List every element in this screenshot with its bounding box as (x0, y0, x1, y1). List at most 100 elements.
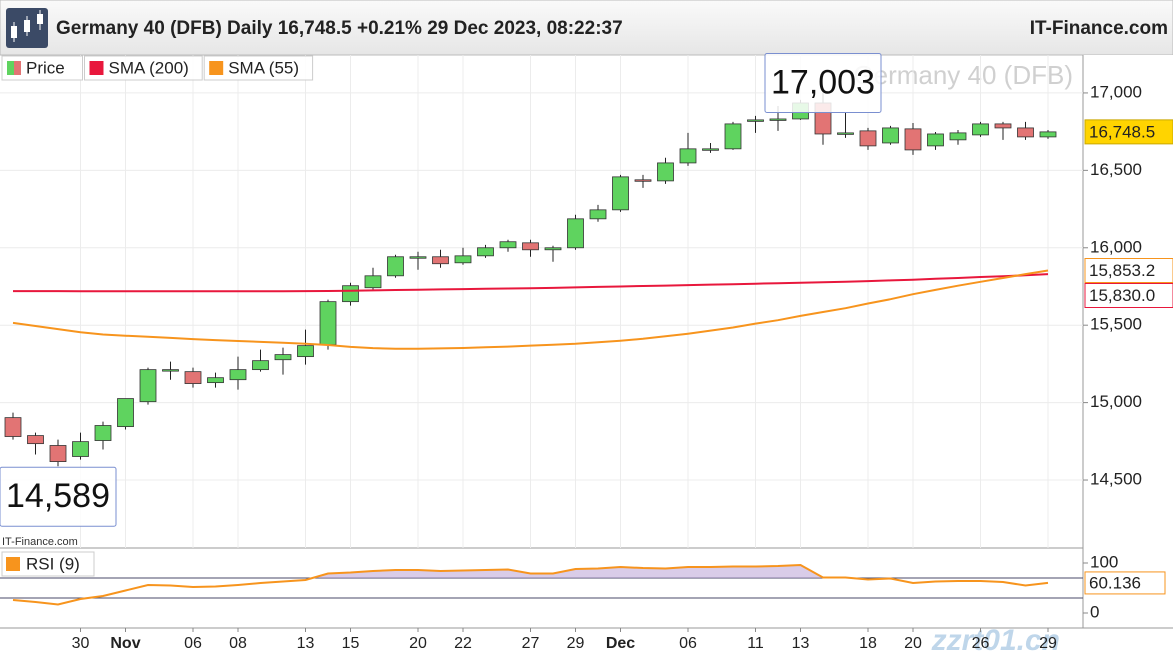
rsi-overbought-area (13, 565, 1048, 578)
candle-body (409, 256, 427, 259)
candle-body (117, 398, 134, 428)
sma-line (13, 273, 1049, 293)
candle-body (567, 218, 584, 249)
x-tick-label: 29 (567, 635, 585, 652)
candle-body (972, 123, 989, 136)
candle-body (342, 285, 359, 303)
x-tick-label: Nov (110, 635, 140, 652)
candle-body (634, 179, 652, 182)
end-label-box (1084, 119, 1173, 145)
legend-swatch (209, 61, 224, 75)
candle-body (432, 256, 449, 265)
candle-body (882, 127, 899, 144)
chart-title: Germany 40 (DFB) Daily 16,748.5 +0.21% 2… (56, 18, 623, 39)
axis-panel (1083, 55, 1173, 628)
candle-body (229, 369, 247, 381)
y-tick-label: 15,500 (1090, 315, 1142, 334)
candle-body (387, 256, 404, 277)
candle-body (297, 345, 314, 358)
header-bar (0, 0, 1173, 56)
candle-body (139, 369, 157, 403)
end-label: 60.136 (1089, 573, 1141, 592)
legend-item: SMA (200) (84, 55, 203, 81)
candle-body (499, 241, 517, 249)
candle-body (589, 209, 607, 220)
logo-icon (6, 8, 48, 48)
candle-body (904, 128, 922, 151)
watermark: Germany 40 (DFB) (853, 60, 1073, 90)
legend-item: SMA (55) (203, 55, 314, 81)
end-label: 16,748.5 (1089, 122, 1155, 141)
annotation-box (764, 52, 882, 113)
y-tick-label: 17,000 (1090, 82, 1142, 101)
legend-swatch (7, 61, 14, 75)
candle-body (319, 301, 337, 346)
candle-body (27, 435, 44, 445)
x-tick-label: 13 (792, 635, 810, 652)
candle-body (837, 132, 854, 135)
candle-body (72, 441, 89, 457)
legend-label: SMA (55) (228, 58, 299, 77)
x-tick-label: 30 (72, 635, 90, 652)
legend-label: SMA (200) (109, 58, 189, 77)
annotation-label: 17,003 (771, 63, 875, 101)
x-tick-label: 26 (972, 635, 990, 652)
candle-body (1039, 131, 1057, 138)
candle-body (162, 369, 179, 372)
y-tick-label: 16,000 (1090, 237, 1142, 256)
legend-swatch (6, 557, 20, 571)
x-tick-label: 11 (747, 635, 764, 652)
candle-body (702, 148, 719, 151)
sma-line (12, 269, 1049, 350)
candle-body (4, 417, 22, 437)
x-tick-label: 13 (297, 635, 315, 652)
candle-body (612, 176, 629, 211)
legend-item: Price (1, 55, 83, 81)
candle-body (679, 148, 697, 164)
candle-body (477, 247, 494, 257)
x-tick-label: 29 (1039, 635, 1057, 652)
candle-body (859, 130, 877, 147)
y-tick-label: 15,000 (1090, 392, 1142, 411)
legend-swatch (89, 61, 104, 75)
x-tick-label: 27 (522, 635, 540, 652)
candle-body (994, 123, 1012, 129)
candle-body (49, 445, 67, 463)
candle-body (94, 425, 112, 441)
y-tick-label: 0 (1090, 602, 1099, 621)
x-tick-label: 15 (342, 635, 360, 652)
end-label: 15,830.0 (1089, 286, 1155, 305)
watermark: zzrt01.cn (931, 624, 1060, 657)
end-label-box (1084, 258, 1173, 284)
end-label-box (1084, 571, 1166, 595)
legend-swatch (14, 61, 21, 75)
candle-body (184, 371, 202, 384)
x-tick-label: 06 (679, 635, 697, 652)
y-tick-label: 16,500 (1090, 160, 1142, 179)
x-tick-label: 06 (184, 635, 202, 652)
x-tick-label: 20 (904, 635, 922, 652)
candle-body (724, 123, 742, 150)
rsi-line (12, 563, 1049, 606)
source: IT-Finance.com (1030, 18, 1168, 39)
candle-body (949, 132, 967, 141)
x-tick-label: 08 (229, 635, 247, 652)
candle-body (252, 360, 269, 371)
candle-body (657, 162, 674, 182)
candle-body (769, 118, 787, 121)
candle-body (454, 255, 472, 264)
legend-box (84, 55, 203, 81)
candle-body (927, 133, 944, 147)
x-tick-label: 22 (454, 635, 472, 652)
candle-body (274, 354, 292, 361)
x-tick-label: Dec (606, 635, 635, 652)
end-label: 15,853.2 (1089, 261, 1155, 280)
y-tick-label: 14,500 (1090, 470, 1142, 489)
y-tick-label: 100 (1090, 552, 1118, 571)
x-tick-label: 20 (409, 635, 427, 652)
x-tick-label: 18 (859, 635, 877, 652)
candle-body (522, 242, 539, 251)
annotation-box (0, 466, 117, 527)
candle-body (207, 377, 224, 384)
